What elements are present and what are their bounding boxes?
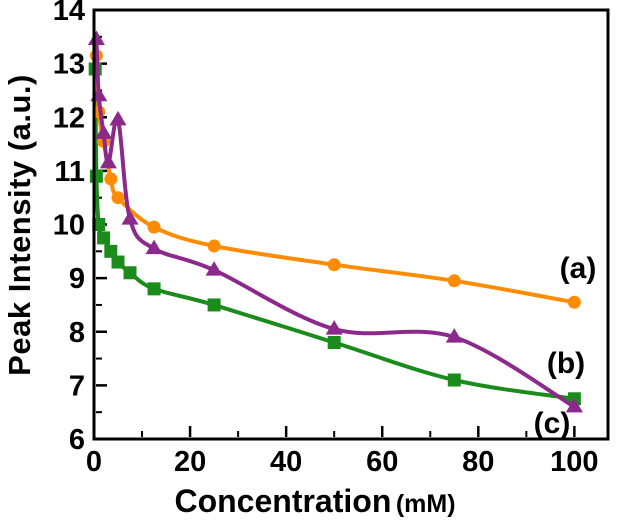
- series-b-marker: [325, 320, 343, 335]
- series-a-marker: [207, 239, 221, 253]
- series-a-marker: [567, 295, 581, 309]
- series-a-marker: [147, 220, 161, 234]
- x-tick-label: 100: [550, 446, 598, 478]
- y-tick-label: 8: [69, 317, 85, 349]
- x-tick-label: 60: [366, 446, 398, 478]
- series-b-marker: [145, 239, 163, 255]
- series-b-marker: [205, 261, 223, 276]
- series-c-marker: [92, 218, 106, 231]
- series-a-marker: [111, 191, 125, 205]
- series-b-marker: [109, 110, 127, 126]
- y-tick-label: 9: [69, 263, 85, 295]
- series-a-marker: [447, 274, 461, 288]
- series-c-marker: [104, 244, 118, 258]
- plot-frame: [92, 8, 610, 441]
- series-c-marker: [207, 298, 221, 312]
- x-tick-label: 0: [86, 446, 102, 478]
- x-tick-label: 40: [270, 446, 302, 478]
- series-a-marker: [327, 258, 341, 272]
- series-b-marker: [99, 153, 117, 169]
- series-b-marker: [565, 397, 583, 413]
- series-c-marker: [447, 373, 461, 387]
- series-b-marker: [95, 124, 113, 139]
- series-c-marker: [327, 335, 341, 349]
- y-tick-label: 7: [69, 370, 85, 402]
- y-tick-label: 11: [54, 156, 85, 188]
- x-tick-label: 80: [462, 446, 494, 478]
- series-a-marker: [104, 172, 118, 186]
- y-tick-label: 12: [53, 102, 85, 134]
- series-c-marker: [147, 282, 161, 296]
- x-tick-label: 20: [174, 446, 206, 478]
- series-b-marker: [87, 30, 105, 45]
- series-b-marker: [121, 210, 139, 225]
- y-tick-label: 13: [53, 49, 85, 81]
- series-b-marker: [445, 328, 463, 343]
- series-c-marker: [123, 266, 137, 280]
- y-tick-label: 6: [69, 424, 85, 456]
- series-c-marker: [111, 255, 125, 269]
- series-c-marker: [89, 169, 103, 183]
- y-tick-label: 10: [53, 210, 85, 242]
- series-label-b: (b): [547, 347, 585, 380]
- series-c-marker: [97, 231, 111, 245]
- series-label-a: (a): [560, 252, 597, 285]
- series-label-c: (c): [534, 407, 571, 440]
- y-tick-label: 14: [53, 0, 85, 27]
